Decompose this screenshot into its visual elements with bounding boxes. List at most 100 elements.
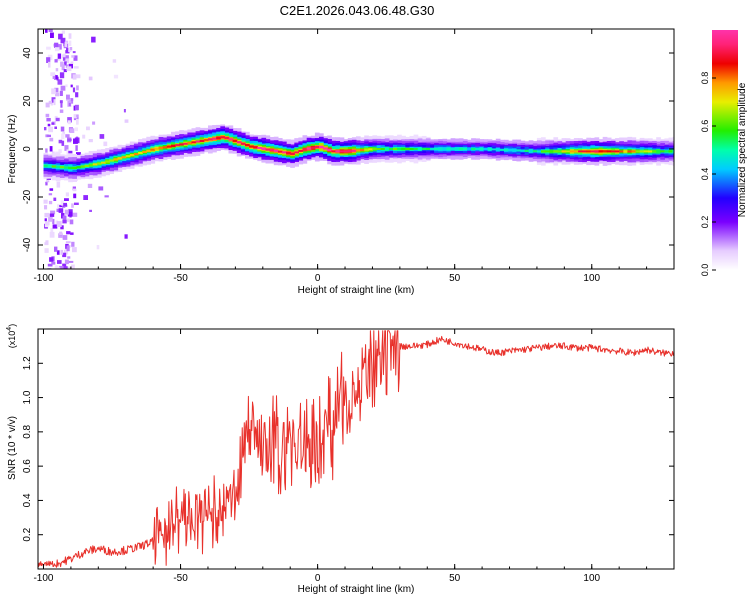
- spectrogram-noise-cell: [63, 266, 68, 269]
- spectrogram-noise-cell: [104, 195, 109, 198]
- spectrogram-noise-cell: [54, 59, 58, 63]
- spectrogram-noise-cell: [66, 266, 71, 269]
- spectrogram-noise-cell: [103, 141, 108, 147]
- spectrogram-noise-cell: [61, 140, 65, 146]
- spectrogram-cell: [615, 150, 620, 153]
- spectrogram-noise-cell: [65, 241, 71, 244]
- spectrogram-noise-cell: [62, 219, 67, 224]
- spectrogram-noise-cell: [76, 118, 79, 125]
- spectrogram-cell: [479, 148, 485, 151]
- spectrogram-noise-cell: [51, 261, 56, 265]
- spectrogram-x-tick-label: 0: [315, 273, 321, 284]
- spectrogram-noise-cell: [44, 205, 48, 210]
- spectrogram-cell: [569, 150, 575, 153]
- spectrogram-noise-cell: [60, 225, 64, 230]
- spectrogram-noise-cell: [66, 149, 69, 156]
- spectrogram-noise-cell: [62, 235, 68, 240]
- spectrogram-noise-cell: [72, 51, 76, 54]
- spectrogram-noise-cell: [48, 100, 52, 104]
- spectrogram-cell: [557, 150, 563, 153]
- spectrogram-cell: [343, 150, 349, 153]
- snr-background: [38, 329, 674, 569]
- colorbar-ticks: 0.0 0.2 0.4 0.6 0.8: [700, 72, 716, 276]
- spectrogram-cell: [331, 150, 336, 153]
- spectrogram-noise-cell: [65, 134, 70, 138]
- spectrogram-cell: [442, 148, 448, 150]
- spectrogram-noise-cell: [54, 42, 59, 48]
- spectrogram-noise-cell: [99, 134, 105, 139]
- spectrogram-panel: -100 -50 0 50 100 -40 -20 0 20 40 Height of strai…: [7, 28, 675, 296]
- spectrogram-cell: [277, 150, 283, 153]
- spectrogram-noise-cell: [52, 74, 56, 79]
- spectrogram-noise-cell: [62, 252, 67, 258]
- spectrogram-noise-cell: [63, 69, 67, 73]
- spectrogram-noise-cell: [61, 30, 65, 34]
- spectrogram-noise-cell: [64, 209, 69, 215]
- spectrogram-noise-cell: [54, 87, 59, 93]
- spectrogram-y-tick-label: 20: [22, 95, 33, 107]
- spectrogram-noise-cell: [66, 47, 69, 52]
- spectrogram-cell: [524, 149, 530, 152]
- spectrogram-noise-cell: [60, 200, 64, 206]
- spectrogram-cell: [376, 148, 382, 150]
- colorbar-tick-label: 0.2: [700, 216, 710, 229]
- spectrogram-cell: [109, 159, 114, 162]
- spectrogram-noise-cell: [58, 33, 63, 40]
- spectrogram-noise-cell: [44, 212, 50, 218]
- spectrogram-noise-cell: [50, 32, 54, 38]
- spectrogram-noise-cell: [49, 137, 54, 142]
- spectrogram-cell: [520, 149, 526, 152]
- spectrogram-noise-cell: [48, 217, 53, 222]
- colorbar-tick-label: 0.4: [700, 168, 710, 181]
- spectrogram-noise-cell: [74, 202, 79, 205]
- spectrogram-noise-cell: [72, 186, 76, 191]
- spectrogram-x-tick-label: 50: [449, 273, 461, 284]
- colorbar-tick-label: 0.6: [700, 120, 710, 133]
- spectrogram-noise-cell: [60, 61, 64, 67]
- spectrogram-x-tick-label: -100: [33, 273, 53, 284]
- spectrogram-noise-cell: [49, 188, 54, 191]
- spectrogram-noise-cell: [54, 246, 58, 252]
- spectrogram-cell: [512, 149, 517, 152]
- spectrogram-cell: [257, 146, 262, 150]
- spectrogram-noise-cell: [58, 149, 62, 153]
- spectrogram-noise-cell: [55, 68, 59, 72]
- spectrogram-cell: [351, 149, 357, 152]
- spectrogram-noise-cell: [67, 218, 70, 223]
- spectrogram-cell: [162, 146, 168, 149]
- spectrogram-cell: [269, 149, 275, 152]
- spectrogram-cell: [648, 150, 653, 153]
- spectrogram-noise-cell: [44, 248, 49, 253]
- spectrogram-noise-cell: [76, 85, 79, 91]
- spectrogram-noise-cell: [57, 260, 62, 264]
- snr-y-multiplier: (x104): [6, 324, 17, 348]
- snr-y-tick-label: 0.4: [22, 493, 33, 507]
- spectrogram-cell: [578, 150, 583, 153]
- colorbar: 0.0 0.2 0.4 0.6 0.8 Normalized spectral ampl…: [700, 30, 748, 276]
- spectrogram-noise-cell: [51, 88, 56, 95]
- spectrogram-noise-cell: [71, 55, 75, 58]
- spectrogram-x-tick-label: -50: [173, 273, 188, 284]
- spectrogram-cell: [672, 150, 674, 153]
- spectrogram-noise-cell: [58, 139, 63, 144]
- spectrogram-cell: [397, 147, 402, 150]
- spectrogram-noise-cell: [59, 265, 64, 269]
- spectrogram-noise-cell: [74, 127, 78, 132]
- spectrogram-cell: [216, 136, 221, 140]
- spectrogram-noise-cell: [63, 202, 67, 207]
- spectrogram-cell: [113, 158, 119, 161]
- spectrogram-noise-cell: [51, 122, 55, 125]
- spectrogram-noise-cell: [91, 36, 96, 43]
- spectrogram-cell: [133, 153, 139, 156]
- spectrogram-noise-cell: [65, 50, 70, 54]
- spectrogram-cell: [105, 160, 110, 163]
- spectrogram-cell: [339, 150, 345, 153]
- spectrogram-cell: [253, 146, 258, 149]
- spectrogram-cell: [401, 147, 406, 151]
- spectrogram-noise-cell: [89, 209, 92, 212]
- spectrogram-cell: [356, 149, 361, 152]
- snr-y-tick-label: 0.6: [22, 459, 33, 473]
- spectrogram-cell: [298, 149, 304, 152]
- spectrogram-noise-cell: [61, 64, 65, 71]
- spectrogram-noise-cell: [68, 33, 72, 39]
